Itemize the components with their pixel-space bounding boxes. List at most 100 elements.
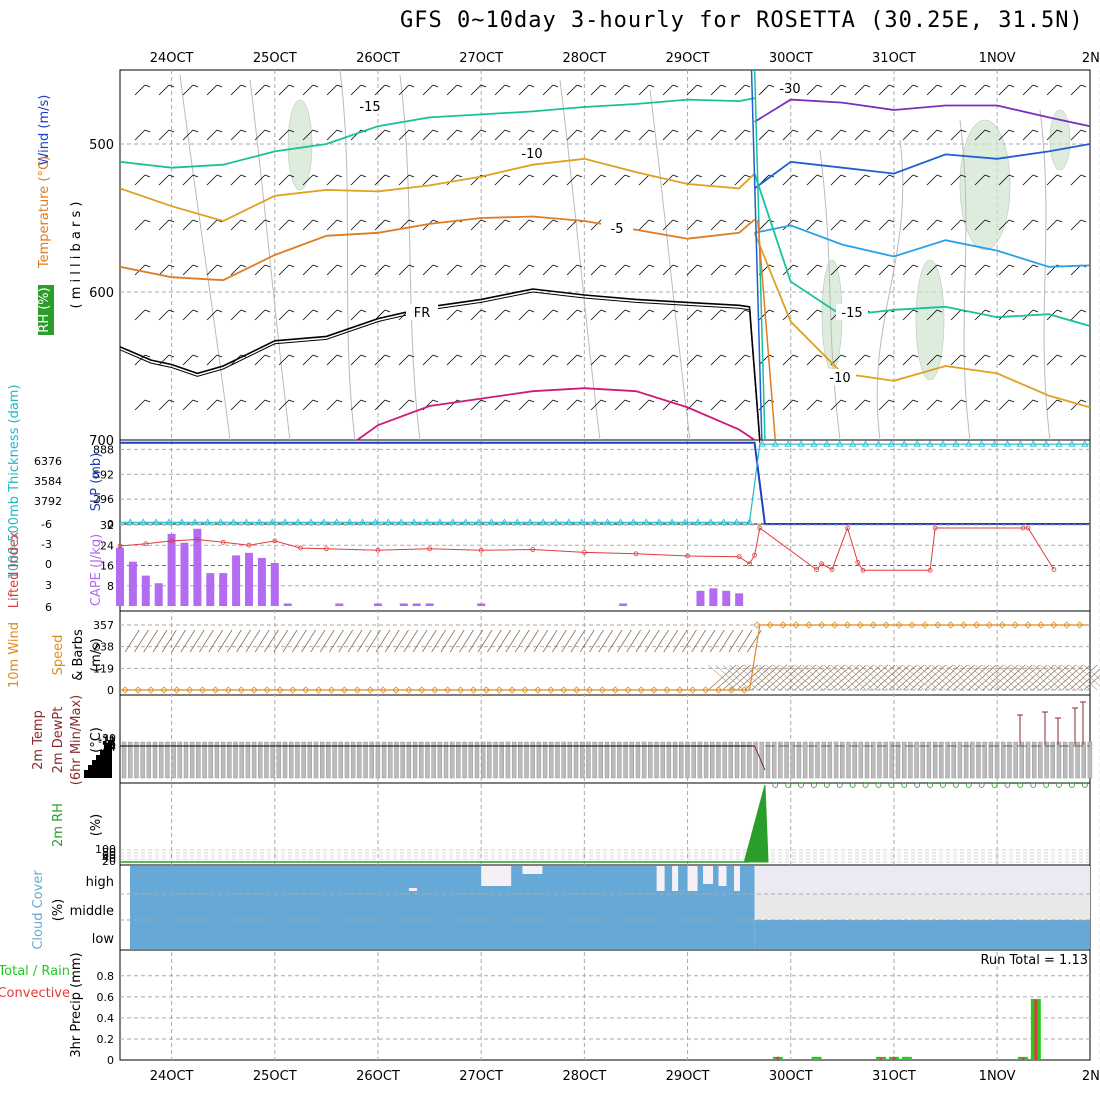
wind10m-marker	[444, 686, 452, 694]
upper-wind-barb	[638, 84, 650, 96]
upper-wind-barb-flag	[816, 174, 823, 178]
thickness-marker	[281, 518, 289, 525]
upper-wind-barb	[470, 399, 482, 411]
y-tick-rh: 80	[102, 846, 116, 859]
upper-wind-barb-flag	[336, 84, 343, 88]
upper-wind-barb-flag	[672, 399, 679, 403]
upper-wind-barb	[1070, 354, 1082, 366]
wind10m-barb	[245, 629, 261, 653]
wind10m-marker	[186, 686, 194, 694]
rh-contour	[399, 74, 421, 441]
temp2m-minmax-bar	[437, 741, 443, 779]
wind10m-barb-dense	[1054, 664, 1084, 691]
contour-label-bg	[354, 98, 386, 114]
wind10m-barb-dense	[773, 664, 802, 691]
wind10m-marker	[134, 686, 142, 694]
cloud-gap	[408, 888, 417, 891]
wind10m-barb-dense	[874, 664, 903, 691]
upper-wind-barb-flag	[840, 354, 847, 358]
temp2m-minmax-bar	[580, 741, 585, 779]
ylabel-precip-total: Total / Rain	[0, 964, 70, 979]
upper-wind-barb-flag	[408, 354, 415, 358]
upper-wind-barb	[302, 174, 314, 186]
temp2m-minmax-bar	[214, 741, 220, 779]
wind10m-barb	[208, 629, 224, 653]
thickness-marker	[810, 440, 818, 447]
lifted-index-marker	[685, 553, 690, 559]
wind10m-barb	[654, 629, 669, 653]
upper-wind-barb	[926, 84, 938, 96]
temp2m-minmax-bar	[573, 741, 579, 779]
wind10m-barb	[338, 629, 354, 653]
thickness-marker	[771, 440, 779, 447]
lifted-index-marker	[581, 549, 587, 555]
temp2m-minmax-bar	[1032, 741, 1037, 779]
ylabel-precip: 3hr Precip (mm)	[69, 952, 84, 1057]
wind10m-marker	[327, 686, 336, 694]
wind10m-marker	[121, 686, 129, 694]
temp2m-minmax-bar	[233, 741, 238, 779]
upper-wind-barb	[206, 129, 218, 141]
upper-wind-barb	[278, 174, 290, 186]
upper-wind-barb	[326, 309, 338, 321]
temp2m-minmax-bar	[196, 741, 201, 779]
upper-wind-barb-flag	[552, 354, 559, 358]
temp2m-minmax-bar	[301, 741, 306, 779]
upper-wind-barb-flag	[624, 309, 631, 313]
upper-wind-barb	[374, 84, 386, 96]
upper-wind-barb-flag	[168, 174, 175, 178]
temp2m-minmax-bar	[375, 741, 381, 779]
wind10m-barb	[264, 629, 279, 653]
upper-wind-barb	[710, 174, 722, 186]
upper-wind-barb-flag	[384, 264, 391, 268]
thickness-marker	[900, 440, 908, 447]
upper-wind-barb-flag	[936, 354, 943, 358]
wind10m-barb	[514, 629, 530, 653]
temp2m-minmax-bar	[1019, 741, 1025, 779]
temp2m-minmax-bar	[289, 741, 294, 779]
temp2m-minmax-bar	[357, 741, 362, 779]
upper-wind-barb-flag	[792, 264, 799, 268]
temp2m-minmax-bar	[889, 741, 895, 779]
upper-wind-barb-flag	[576, 354, 583, 358]
temp2m-minmax-bar	[654, 741, 659, 779]
lifted-index-marker	[819, 561, 825, 567]
temp2m-minmax-bar	[771, 741, 777, 779]
temp2m-legend-bar	[92, 760, 96, 778]
contour-label-bg	[774, 80, 806, 96]
wind10m-barb	[617, 629, 632, 653]
upper-wind-barb	[926, 264, 938, 276]
upper-wind-barb	[878, 309, 890, 321]
temp2m-minmax-bar	[970, 741, 975, 779]
lifted-index-marker	[1051, 567, 1057, 572]
wind10m-marker	[147, 686, 155, 694]
upper-wind-barb	[470, 84, 482, 96]
temp2m-minmax-bar	[833, 741, 839, 779]
cloud-high-area	[754, 866, 1090, 894]
temp2m-minmax-bar	[672, 741, 678, 779]
lifted-index-marker	[220, 539, 226, 545]
wind10m-marker	[637, 686, 645, 694]
upper-wind-barb-flag	[696, 219, 703, 223]
temp2m-minmax-bar	[189, 741, 195, 779]
upper-wind-barb-flag	[912, 264, 919, 268]
upper-wind-barb	[1022, 399, 1034, 411]
upper-wind-barb	[782, 129, 794, 141]
upper-wind-barb-flag	[552, 399, 559, 403]
temp2m-minmax-bar	[1044, 741, 1049, 779]
wind10m-barb-dense	[830, 664, 860, 691]
upper-wind-barb	[134, 399, 146, 411]
wind10m-barb-dense	[881, 664, 910, 691]
temp2m-legend-bar	[108, 740, 112, 778]
upper-wind-barb	[710, 354, 722, 366]
thickness-marker	[216, 518, 225, 525]
upper-wind-barb	[782, 264, 794, 276]
upper-wind-barb-flag	[528, 264, 535, 268]
ylabel-temp2m: 2m Temp	[31, 710, 46, 770]
upper-wind-barb-flag	[648, 309, 655, 313]
upper-wind-barb-flag	[936, 174, 943, 178]
temp2m-minmax-bar	[1025, 741, 1031, 779]
x-tick-top: 28OCT	[562, 51, 606, 66]
upper-wind-barb	[614, 129, 626, 141]
upper-wind-barb	[470, 309, 482, 321]
